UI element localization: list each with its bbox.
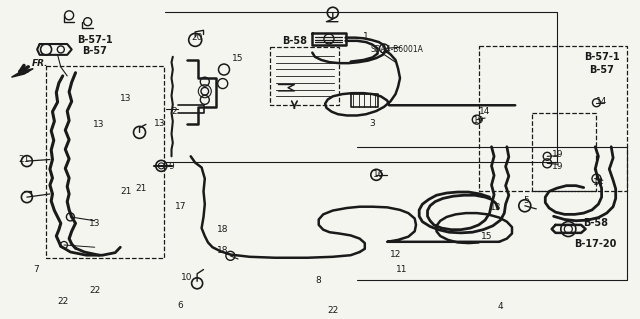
Text: B-57-1: B-57-1 <box>584 52 620 62</box>
Text: 12: 12 <box>390 250 401 259</box>
Text: 15: 15 <box>232 54 244 63</box>
Text: B-57: B-57 <box>589 64 614 75</box>
Text: 2: 2 <box>172 107 177 116</box>
Polygon shape <box>12 69 33 77</box>
Text: 19: 19 <box>473 116 484 125</box>
Text: B-57: B-57 <box>83 46 107 56</box>
Text: 21: 21 <box>19 155 30 164</box>
Text: 7: 7 <box>34 265 39 274</box>
Text: 22: 22 <box>327 306 339 315</box>
Text: 18: 18 <box>217 246 228 255</box>
Text: B-17-20: B-17-20 <box>574 239 616 249</box>
Text: 8: 8 <box>316 276 321 285</box>
Text: FR.: FR. <box>31 59 48 68</box>
Bar <box>479 46 627 191</box>
Text: 13: 13 <box>120 94 132 103</box>
Text: B-58: B-58 <box>582 218 608 228</box>
Text: 10: 10 <box>181 273 193 282</box>
Text: 6: 6 <box>178 301 183 310</box>
Text: 13: 13 <box>490 204 502 212</box>
Text: 21: 21 <box>120 187 132 196</box>
Text: B-57-1: B-57-1 <box>77 35 113 45</box>
Bar <box>46 66 164 258</box>
Text: 5: 5 <box>524 196 529 205</box>
Bar <box>532 113 596 191</box>
Text: 19: 19 <box>552 162 564 171</box>
Text: 19: 19 <box>552 150 564 159</box>
Text: 16: 16 <box>373 170 385 179</box>
Text: 14: 14 <box>593 178 604 187</box>
Text: 20: 20 <box>191 33 203 42</box>
Text: 22: 22 <box>57 297 68 306</box>
Text: 4: 4 <box>498 302 503 311</box>
Text: 9: 9 <box>169 162 174 171</box>
Text: SDA4-B6001A: SDA4-B6001A <box>371 45 423 54</box>
Text: 13: 13 <box>89 219 100 228</box>
Text: 21: 21 <box>135 184 147 193</box>
Text: B-58: B-58 <box>282 36 307 47</box>
Text: 22: 22 <box>89 286 100 295</box>
Text: 17: 17 <box>175 202 186 211</box>
Text: 14: 14 <box>479 107 491 115</box>
Text: 14: 14 <box>596 97 607 106</box>
Text: 15: 15 <box>481 232 492 241</box>
Text: 13: 13 <box>154 119 166 128</box>
Text: 18: 18 <box>217 225 228 234</box>
Text: 3: 3 <box>370 119 375 128</box>
Text: 11: 11 <box>396 265 408 274</box>
Text: 13: 13 <box>93 120 105 129</box>
Text: 1: 1 <box>364 32 369 41</box>
Bar <box>270 47 339 105</box>
